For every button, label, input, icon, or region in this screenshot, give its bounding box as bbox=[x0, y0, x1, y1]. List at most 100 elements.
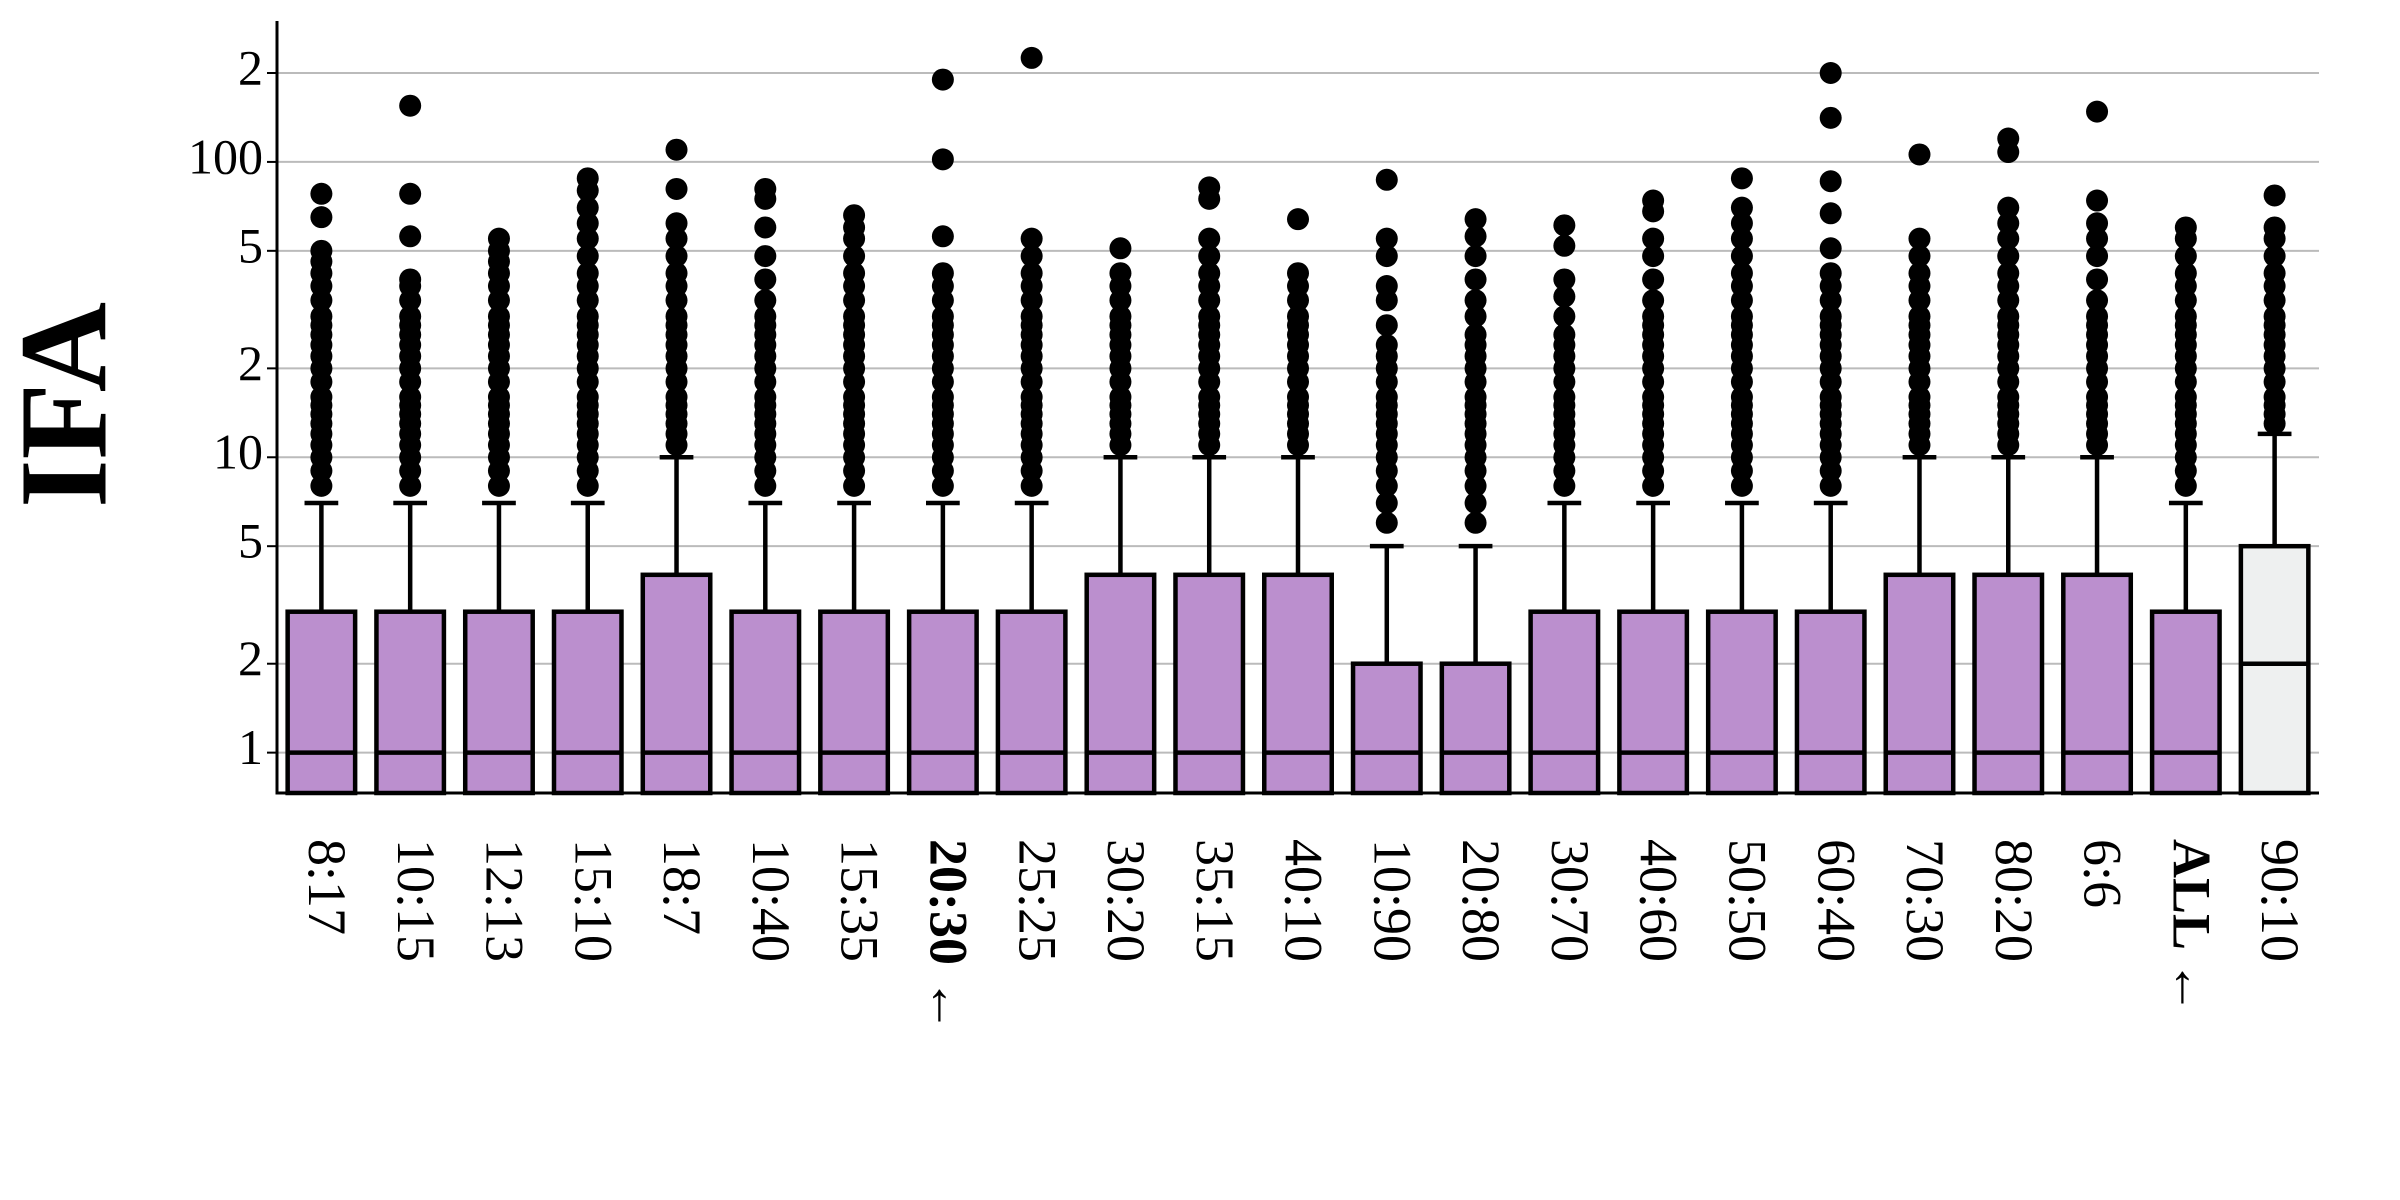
x-tick-label: 8:17 bbox=[297, 839, 357, 935]
box bbox=[462, 609, 535, 796]
box bbox=[2238, 543, 2311, 796]
outlier bbox=[754, 474, 777, 497]
outlier bbox=[931, 148, 954, 171]
outlier bbox=[1020, 262, 1043, 285]
box bbox=[729, 609, 802, 796]
outlier bbox=[1375, 245, 1398, 268]
outlier bbox=[931, 68, 954, 91]
outlier bbox=[1287, 385, 1309, 408]
x-tick-label: 60:40 bbox=[1806, 839, 1866, 962]
y-tick-label: 2 bbox=[238, 39, 263, 95]
outlier bbox=[1997, 227, 2020, 250]
outlier bbox=[1997, 212, 2020, 235]
box bbox=[1084, 572, 1157, 796]
outlier bbox=[1819, 305, 1842, 328]
outlier bbox=[665, 305, 688, 328]
outlier bbox=[754, 245, 777, 268]
outlier bbox=[2263, 262, 2286, 285]
box bbox=[1794, 609, 1867, 796]
x-tick-label: 25:25 bbox=[1007, 839, 1067, 962]
outlier bbox=[2174, 245, 2197, 268]
outlier bbox=[487, 227, 510, 250]
outlier bbox=[2174, 262, 2197, 285]
outlier bbox=[1464, 208, 1487, 231]
outlier bbox=[399, 268, 422, 291]
y-tick-label: 5 bbox=[238, 513, 263, 569]
box bbox=[818, 609, 891, 796]
box bbox=[640, 572, 713, 796]
outlier bbox=[1908, 245, 1931, 268]
x-tick-label: 80:20 bbox=[1984, 839, 2044, 962]
outlier bbox=[1819, 474, 1842, 497]
outlier bbox=[1642, 189, 1665, 212]
outlier bbox=[399, 305, 422, 328]
outlier bbox=[1375, 168, 1398, 191]
outlier bbox=[1020, 227, 1043, 250]
outlier bbox=[1553, 285, 1576, 308]
outlier bbox=[931, 305, 954, 328]
outlier bbox=[1642, 289, 1665, 312]
outlier bbox=[1997, 196, 2020, 219]
outlier bbox=[931, 385, 954, 408]
x-tick-label: 30:20 bbox=[1096, 839, 1156, 962]
x-tick-label: 6:6 bbox=[2073, 839, 2133, 908]
outlier bbox=[1375, 227, 1398, 250]
outlier bbox=[1464, 511, 1487, 534]
outlier bbox=[1287, 208, 1309, 231]
outlier bbox=[931, 262, 954, 285]
outlier bbox=[1642, 385, 1665, 408]
outlier bbox=[1375, 314, 1398, 337]
x-tick-label: 10:15 bbox=[386, 839, 446, 962]
outlier bbox=[1020, 474, 1043, 497]
outlier bbox=[1553, 474, 1576, 497]
box bbox=[1528, 609, 1601, 796]
outlier bbox=[1730, 385, 1753, 408]
box bbox=[285, 609, 358, 796]
outlier bbox=[843, 204, 866, 227]
outlier bbox=[2086, 245, 2109, 268]
y-tick-label: 2 bbox=[238, 335, 263, 391]
y-axis-label: IFA bbox=[0, 302, 134, 508]
outlier bbox=[1375, 492, 1398, 515]
x-tick-label: ALL ← bbox=[2161, 839, 2221, 1015]
outlier bbox=[754, 268, 777, 291]
outlier bbox=[1730, 474, 1753, 497]
outlier bbox=[1642, 227, 1665, 250]
outlier bbox=[2174, 305, 2197, 328]
outlier bbox=[1908, 385, 1931, 408]
outlier bbox=[1819, 62, 1842, 85]
y-tick-label: 1 bbox=[238, 719, 263, 775]
outlier bbox=[1553, 385, 1576, 408]
box bbox=[374, 609, 447, 796]
x-tick-label: 12:13 bbox=[475, 839, 535, 962]
outlier bbox=[665, 245, 688, 268]
outlier bbox=[2263, 385, 2286, 408]
outlier bbox=[1908, 305, 1931, 328]
box bbox=[1617, 609, 1690, 796]
outlier bbox=[665, 212, 688, 235]
outlier bbox=[1375, 474, 1398, 497]
outlier bbox=[1553, 268, 1576, 291]
outlier bbox=[487, 305, 510, 328]
outlier bbox=[576, 385, 599, 408]
outlier bbox=[1109, 262, 1132, 285]
outlier bbox=[1375, 385, 1398, 408]
outlier bbox=[2086, 227, 2109, 250]
outlier bbox=[1375, 275, 1398, 298]
outlier bbox=[843, 262, 866, 285]
x-tick-label: 90:10 bbox=[2250, 839, 2310, 962]
box bbox=[551, 609, 624, 796]
outlier bbox=[310, 239, 333, 262]
outlier bbox=[1198, 176, 1221, 199]
outlier bbox=[843, 305, 866, 328]
x-tick-label: 15:10 bbox=[563, 839, 623, 962]
outlier bbox=[2263, 245, 2286, 268]
outlier bbox=[931, 225, 954, 248]
outlier bbox=[665, 177, 688, 200]
outlier bbox=[754, 216, 777, 239]
outlier bbox=[1198, 385, 1221, 408]
outlier bbox=[1287, 262, 1309, 285]
box bbox=[1350, 661, 1423, 796]
box bbox=[2149, 609, 2222, 796]
